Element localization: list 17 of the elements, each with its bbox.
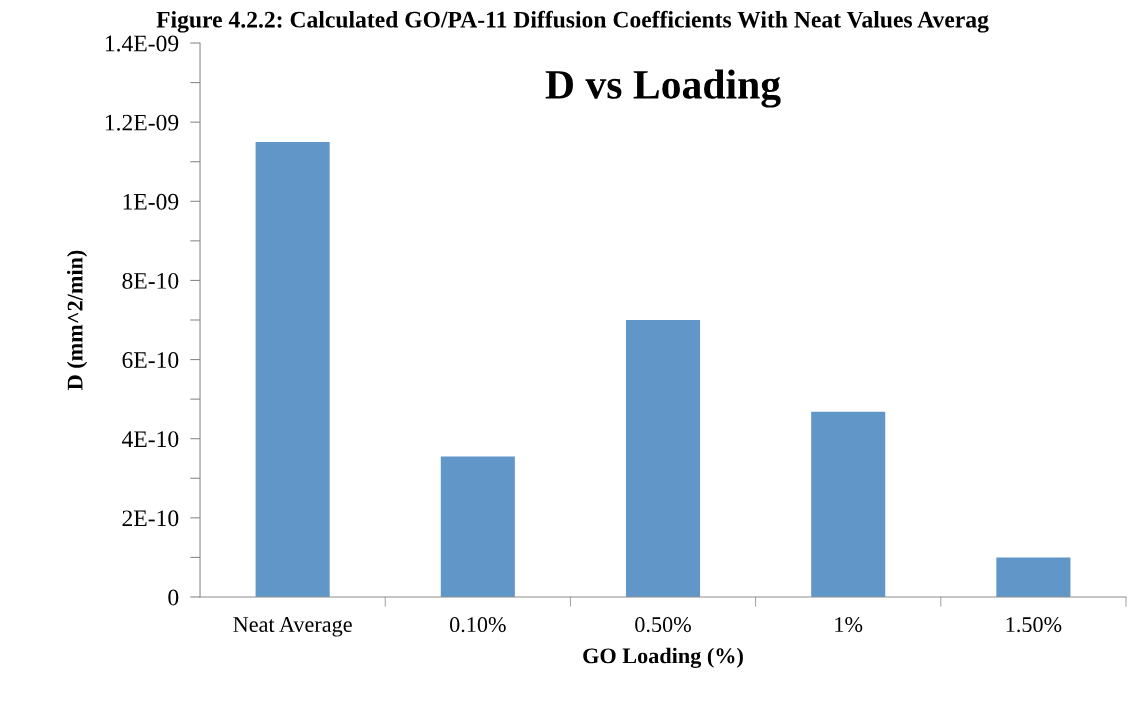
x-tick-label: 0.10% — [449, 617, 506, 633]
x-tick-label: Neat Average — [233, 617, 352, 637]
caption: Figure 4.2.2: Calculated GO/PA-11 Diffusion Coefficients With Neat Values Averag — [156, 10, 989, 33]
y-tick-label: 4E-10 — [121, 431, 179, 448]
text: D vs Loading — [545, 69, 781, 108]
x-tick-label: 1.50% — [1006, 617, 1062, 633]
y-tick-label: 0 — [168, 589, 179, 606]
x-tick-label: 1% — [835, 617, 863, 633]
y-tick-label: 6E-10 — [122, 352, 179, 368]
y-axis-title: D (mm^2/min) — [66, 250, 88, 390]
x-tick-label: 0.50% — [635, 617, 691, 633]
x-axis-title: GO Loading (%) — [583, 647, 743, 669]
y-tick-label: 8E-10 — [122, 272, 179, 289]
y-tick-label: 1E-09 — [123, 193, 179, 210]
y-tick-label: 1.2E-09 — [105, 114, 179, 131]
y-tick-label: 2E-10 — [122, 510, 179, 527]
y-tick-label: 1.4E-09 — [105, 35, 179, 52]
